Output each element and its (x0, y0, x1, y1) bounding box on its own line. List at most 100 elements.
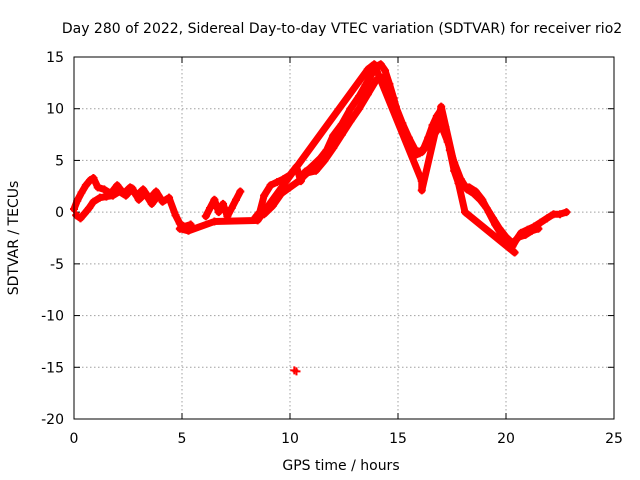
data-point (381, 66, 390, 75)
y-tick-label: -10 (41, 309, 64, 325)
y-tick-label: -20 (41, 412, 64, 428)
x-axis-label: GPS time / hours (282, 458, 399, 474)
data-point (253, 216, 262, 225)
data-point (121, 191, 130, 200)
data-point (81, 181, 90, 190)
data-point (329, 144, 338, 153)
data-point (355, 104, 364, 113)
data-point (219, 199, 228, 208)
y-tick-label: 5 (55, 153, 64, 169)
x-tick-label: 10 (281, 431, 299, 447)
data-point (489, 214, 498, 223)
data-point (260, 191, 269, 200)
x-tick-label: 15 (389, 431, 407, 447)
data-point (158, 197, 167, 206)
data-point (72, 211, 81, 220)
data-point (201, 212, 210, 221)
data-point (171, 211, 180, 220)
data-point (417, 186, 426, 195)
data-point (346, 117, 355, 126)
data-point (210, 195, 219, 204)
y-tick-label: 10 (46, 102, 64, 118)
data-point (77, 188, 86, 197)
data-point (562, 208, 571, 217)
y-tick-label: 0 (55, 205, 64, 221)
data-point (463, 185, 472, 194)
y-tick-label: -5 (50, 257, 64, 273)
data-point (320, 156, 329, 165)
data-point (527, 226, 536, 235)
data-point (502, 232, 510, 241)
data-point (556, 210, 564, 219)
data-point (286, 183, 294, 192)
series-line (176, 60, 519, 256)
data-point (476, 195, 485, 204)
series-arc-1 (70, 174, 195, 231)
data-point (89, 174, 98, 183)
data-point (536, 218, 545, 227)
data-point (361, 80, 370, 89)
data-point (184, 226, 193, 235)
data-point (514, 232, 523, 241)
data-point (95, 193, 104, 202)
data-point (154, 191, 163, 200)
data-point (329, 131, 338, 140)
data-point (100, 185, 109, 194)
data-point (128, 184, 137, 193)
data-point (363, 65, 372, 74)
data-point (85, 204, 94, 213)
data-point (482, 204, 491, 213)
series-outlier (290, 366, 301, 376)
data-point (346, 104, 355, 113)
data-point (76, 214, 85, 223)
data-point (134, 195, 143, 204)
data-point (102, 192, 111, 201)
data-point (266, 181, 275, 190)
series-arc-2 (201, 187, 245, 221)
data-point (108, 191, 117, 200)
data-point (417, 177, 426, 186)
x-tick-label: 5 (178, 431, 187, 447)
y-tick-label: 15 (46, 50, 64, 66)
data-point (93, 183, 102, 192)
data-point (508, 239, 517, 248)
x-tick-labels: 0 5 10 15 20 25 (70, 431, 623, 447)
data-point (113, 181, 122, 190)
data-point (510, 248, 519, 257)
chart-title: Day 280 of 2022, Sidereal Day-to-day VTE… (62, 21, 622, 37)
data-point (417, 148, 426, 157)
data-point (80, 209, 89, 218)
data-point (355, 92, 364, 101)
data-point (206, 204, 215, 213)
data-point (89, 197, 98, 206)
data-point (214, 208, 223, 217)
data-point (543, 214, 552, 223)
data-point (273, 178, 282, 187)
data-point (236, 187, 245, 196)
data-point (337, 130, 346, 139)
data-point (115, 187, 124, 196)
x-tick-label: 20 (497, 431, 515, 447)
y-axis-label: SDTVAR / TECUs (6, 181, 22, 296)
data-point (303, 168, 312, 177)
data-point (210, 217, 219, 226)
data-point (232, 195, 240, 204)
data-point (165, 193, 174, 202)
data-point (147, 199, 156, 208)
data-point (437, 102, 446, 111)
data-point (73, 196, 82, 205)
ticks (73, 56, 615, 420)
data-point (460, 208, 469, 217)
x-tick-label: 25 (605, 431, 623, 447)
data-point (370, 60, 379, 69)
data-point (469, 189, 478, 198)
data-point (175, 224, 184, 233)
data-point (227, 204, 236, 213)
plot-area (73, 56, 615, 420)
y-tick-label: -15 (41, 360, 64, 376)
data-point (521, 230, 530, 239)
series-arc-1-band (72, 184, 163, 223)
y-tick-labels: -20 -15 -10 -5 0 5 10 15 (41, 50, 64, 428)
data-point (311, 166, 320, 175)
